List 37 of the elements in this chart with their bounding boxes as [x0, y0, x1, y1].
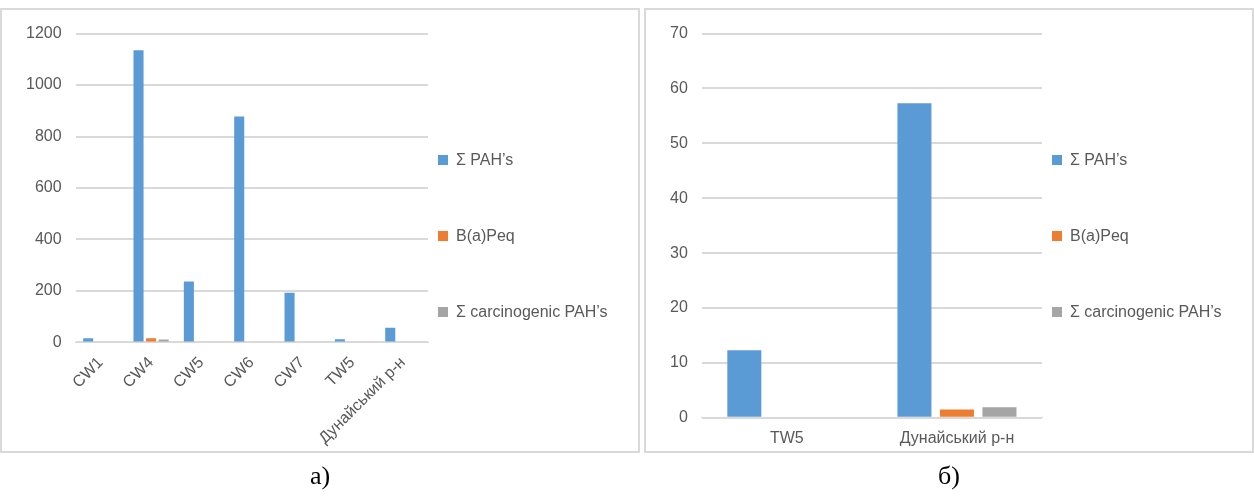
text: б): [938, 461, 960, 491]
bar: [939, 409, 974, 417]
y-tick-label: 0: [52, 332, 62, 350]
y-tick-label: 1000: [26, 75, 62, 93]
bar: [982, 407, 1017, 417]
y-tick-label: 30: [670, 243, 688, 261]
y-tick-label: 600: [34, 178, 62, 196]
y-tick-label: 50: [670, 133, 688, 151]
bar: [334, 339, 345, 342]
legend-label: B(a)Peq: [456, 225, 515, 246]
bar: [897, 103, 932, 417]
bar: [385, 327, 396, 342]
legend-label: Σ PAH’s: [456, 149, 514, 170]
bar: [183, 281, 194, 342]
bar: [727, 350, 762, 417]
x-tick-label: TW5: [769, 428, 804, 446]
y-tick-label: 1200: [26, 24, 62, 42]
x-tick-label: Дунайський р-н: [899, 428, 1015, 446]
legend-label: Σ carcinogenic PAH’s: [1070, 301, 1222, 322]
bar: [83, 338, 94, 342]
legend-label: Σ carcinogenic PAH’s: [456, 301, 608, 322]
y-tick-label: 40: [670, 188, 688, 206]
y-tick-label: 60: [670, 78, 688, 96]
y-tick-label: 800: [34, 126, 62, 144]
y-tick-label: 20: [670, 298, 688, 316]
y-tick-label: 70: [670, 24, 688, 42]
bar: [284, 292, 295, 342]
y-tick-label: 400: [34, 229, 62, 247]
y-tick-label: 200: [34, 281, 62, 299]
text: а): [309, 461, 331, 491]
y-tick-label: 10: [670, 353, 688, 371]
legend-label: B(a)Peq: [1070, 225, 1129, 246]
bar: [133, 50, 144, 342]
bar: [234, 116, 245, 342]
y-tick-label: 0: [678, 408, 688, 426]
bar: [146, 338, 157, 342]
legend-label: Σ PAH’s: [1070, 149, 1128, 170]
